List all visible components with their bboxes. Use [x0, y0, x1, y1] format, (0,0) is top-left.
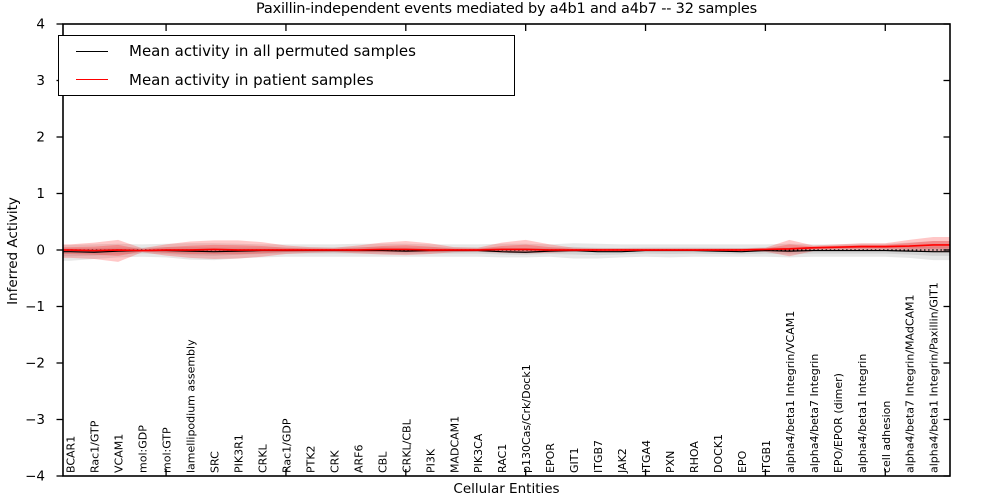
x-category-label: mol:GDP [137, 425, 150, 473]
legend-entry-permuted: Mean activity in all permuted samples [59, 38, 514, 64]
legend-label-permuted: Mean activity in all permuted samples [129, 42, 416, 61]
permuted-samples-range-band-outer [63, 240, 950, 261]
x-category-label: ITGB7 [592, 440, 605, 473]
x-category-label: PI3K [424, 448, 437, 473]
x-category-label: ITGA4 [640, 440, 653, 473]
patient-line-swatch [76, 79, 108, 81]
x-category-label: lamellipodium assembly [185, 339, 198, 473]
x-category-label: BCAR1 [65, 436, 78, 473]
x-category-label: EPO [736, 450, 749, 473]
x-category-label: EPOR [544, 443, 557, 473]
x-category-label: MADCAM1 [448, 416, 461, 473]
x-category-label: SRC [209, 451, 222, 473]
y-tick-label: 2 [36, 130, 45, 146]
x-category-label: alpha4/beta1 Integrin/Paxillin/GIT1 [928, 282, 941, 473]
x-category-label: CRK [328, 450, 341, 473]
y-tick-label: −4 [25, 469, 45, 485]
y-tick-label: −2 [25, 356, 45, 372]
chart-title: Paxillin-independent events mediated by … [256, 1, 757, 17]
x-category-label: ITGB1 [760, 440, 773, 473]
x-category-label: p130Cas/Crk/Dock1 [520, 364, 533, 473]
x-category-label: alpha4/beta7 Integrin/MAdCAM1 [904, 294, 917, 473]
x-category-label: Rac1/GTP [89, 420, 102, 473]
x-category-label: alpha4/beta1 Integrin/VCAM1 [784, 311, 797, 473]
x-category-label: RAC1 [496, 444, 509, 473]
legend-label-patient: Mean activity in patient samples [129, 70, 374, 89]
patient-samples-range-band-inner [63, 240, 950, 256]
x-category-label: EPO/EPOR (dimer) [832, 373, 845, 473]
y-tick-label: 0 [36, 243, 45, 259]
x-category-label: alpha4/beta1 Integrin [856, 354, 869, 473]
x-axis-label: Cellular Entities [453, 481, 560, 497]
x-category-label: GIT1 [568, 448, 581, 474]
x-category-label: PXN [664, 451, 677, 473]
x-category-label: ARF6 [352, 445, 365, 474]
x-category-label: PIK3R1 [233, 434, 246, 473]
x-category-label: alpha4/beta7 Integrin [808, 354, 821, 473]
y-tick-label: 4 [36, 17, 45, 33]
legend-entry-patient: Mean activity in patient samples [59, 67, 514, 93]
x-category-label: CRKL/CBL [400, 418, 413, 473]
series-line-1 [63, 244, 950, 252]
series-line-0 [63, 249, 950, 253]
x-category-label: PTK2 [304, 445, 317, 473]
x-category-label: CBL [376, 451, 389, 473]
y-tick-label: −3 [25, 412, 45, 428]
x-category-label: Rac1/GDP [280, 418, 293, 473]
x-category-label: VCAM1 [113, 434, 126, 473]
x-category-label: RHOA [688, 441, 701, 473]
x-category-label: mol:GTP [161, 427, 174, 473]
x-category-label: cell adhesion [880, 401, 893, 473]
y-tick-label: 3 [36, 73, 45, 89]
x-category-label: DOCK1 [712, 434, 725, 473]
y-tick-label: 1 [36, 186, 45, 202]
x-category-label: CRKL [256, 443, 269, 473]
legend: Mean activity in all permuted samples Me… [58, 35, 515, 96]
permuted-line-swatch [76, 50, 108, 52]
y-tick-label: −1 [25, 299, 45, 315]
x-category-label: JAK2 [616, 448, 629, 474]
x-category-label: PIK3CA [472, 433, 485, 473]
